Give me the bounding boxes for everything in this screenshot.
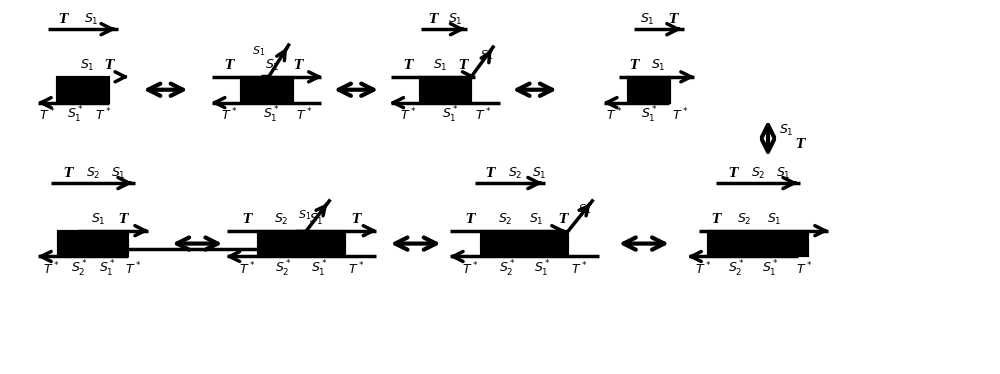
Text: $S_2$: $S_2$ [498,212,512,227]
Text: $T^*$: $T^*$ [695,261,712,278]
Bar [628,77,670,102]
Text: $T^*$: $T^*$ [606,106,622,123]
Text: $S_1^*$: $S_1^*$ [442,104,459,125]
Text: T: T [242,213,252,226]
Text: $S_1$: $S_1$ [111,166,125,181]
Text: $S_1$: $S_1$ [767,212,781,227]
Text: T: T [59,13,68,26]
Text: $S_1$: $S_1$ [640,12,654,27]
Text: T: T [403,59,412,73]
Text: T: T [64,166,73,180]
Text: $T^*$: $T^*$ [462,261,478,278]
Text: $S_2$: $S_2$ [751,166,765,181]
Text: $S_1$: $S_1$ [779,123,793,138]
Bar [420,77,471,102]
Text: $T^*$: $T^*$ [39,106,56,123]
Text: $T^*$: $T^*$ [239,261,255,278]
Text: $S_1^*$: $S_1^*$ [762,259,778,279]
Text: $S_1^*$: $S_1^*$ [99,259,115,279]
Bar [241,77,293,102]
Text: T: T [712,213,721,226]
Text: T: T [795,138,804,151]
Text: $S_2$: $S_2$ [86,166,100,181]
Text: $T^*$: $T^*$ [43,261,60,278]
Text: $S_2$: $S_2$ [508,166,522,181]
Text: $S_2^*$: $S_2^*$ [71,259,87,279]
Text: T: T [485,166,495,180]
Text: $S_1$: $S_1$ [776,166,790,181]
Text: T: T [429,13,438,26]
Text: $S_1$: $S_1$ [448,12,463,27]
Text: $S_2^*$: $S_2^*$ [728,259,745,279]
Text: $S_1^*$: $S_1^*$ [534,259,551,279]
Text: T: T [558,213,567,226]
Text: $S_2$: $S_2$ [274,212,289,227]
Text: T: T [351,213,361,226]
Text: T: T [459,59,468,73]
Text: $S_1$: $S_1$ [651,58,666,73]
Text: $S_1$: $S_1$ [91,212,105,227]
Text: $S_1$: $S_1$ [80,58,94,73]
Text: $S_1^*$: $S_1^*$ [263,104,280,125]
Text: $T^*$: $T^*$ [672,106,689,123]
Text: $S_1^*$: $S_1^*$ [311,259,328,279]
Bar [241,77,293,102]
Text: $T^*$: $T^*$ [221,106,237,123]
Text: $S_1$: $S_1$ [529,212,544,227]
Bar [708,231,808,257]
Bar [420,77,471,102]
Text: T: T [104,59,114,73]
Text: $S_1$: $S_1$ [252,44,265,58]
Text: $S_1$: $S_1$ [578,202,591,216]
Text: $S_1$: $S_1$ [309,212,324,227]
Text: $S_1$: $S_1$ [265,58,280,73]
Text: T: T [118,213,127,226]
Text: $S_2^*$: $S_2^*$ [275,259,292,279]
Text: $T^*$: $T^*$ [296,106,313,123]
Bar [258,231,345,257]
Text: T: T [466,213,475,226]
Text: $S_1$: $S_1$ [480,48,494,62]
Text: $T^*$: $T^*$ [571,261,588,278]
Text: $S_2$: $S_2$ [737,212,751,227]
Text: $S_1^*$: $S_1^*$ [67,104,84,125]
Bar [481,231,568,257]
Text: $T^*$: $T^*$ [400,106,416,123]
Bar [258,231,345,257]
Text: T: T [629,59,639,73]
Text: $T^*$: $T^*$ [348,261,364,278]
Bar [708,231,808,257]
Text: $S_2^*$: $S_2^*$ [499,259,515,279]
Text: T: T [729,166,738,180]
Bar [58,231,128,257]
Text: T: T [294,59,303,73]
Bar [58,231,128,257]
Text: T: T [224,59,234,73]
Text: $T^*$: $T^*$ [475,106,491,123]
Text: $S_1$: $S_1$ [433,58,448,73]
Text: $S_1$: $S_1$ [84,12,98,27]
Text: $S_1^*$: $S_1^*$ [641,104,657,125]
Text: $T^*$: $T^*$ [796,261,812,278]
Text: $S_1$: $S_1$ [298,208,311,222]
Bar [57,77,109,102]
Bar [481,231,568,257]
Text: T: T [668,13,677,26]
Bar [57,77,109,102]
Text: $S_1$: $S_1$ [532,166,547,181]
Text: $T^*$: $T^*$ [125,261,141,278]
Text: $T^*$: $T^*$ [95,106,111,123]
Bar [628,77,670,102]
